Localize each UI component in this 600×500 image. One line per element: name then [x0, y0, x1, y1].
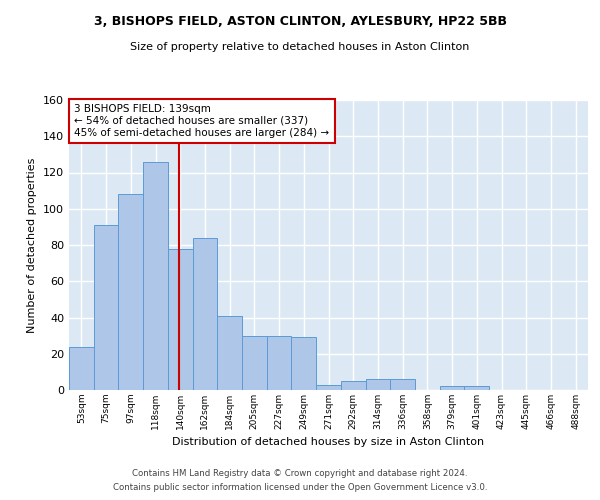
Text: Contains public sector information licensed under the Open Government Licence v3: Contains public sector information licen…: [113, 484, 487, 492]
Bar: [193, 238, 217, 390]
Bar: [390, 379, 415, 390]
Bar: [316, 384, 341, 390]
Bar: [267, 336, 292, 390]
Bar: [464, 386, 489, 390]
Bar: [118, 194, 143, 390]
X-axis label: Distribution of detached houses by size in Aston Clinton: Distribution of detached houses by size …: [172, 438, 485, 448]
Bar: [341, 381, 365, 390]
Y-axis label: Number of detached properties: Number of detached properties: [28, 158, 37, 332]
Bar: [440, 386, 464, 390]
Bar: [217, 316, 242, 390]
Bar: [292, 338, 316, 390]
Text: Contains HM Land Registry data © Crown copyright and database right 2024.: Contains HM Land Registry data © Crown c…: [132, 468, 468, 477]
Bar: [94, 225, 118, 390]
Bar: [168, 248, 193, 390]
Text: Size of property relative to detached houses in Aston Clinton: Size of property relative to detached ho…: [130, 42, 470, 52]
Text: 3 BISHOPS FIELD: 139sqm
← 54% of detached houses are smaller (337)
45% of semi-d: 3 BISHOPS FIELD: 139sqm ← 54% of detache…: [74, 104, 329, 138]
Bar: [242, 336, 267, 390]
Bar: [143, 162, 168, 390]
Text: 3, BISHOPS FIELD, ASTON CLINTON, AYLESBURY, HP22 5BB: 3, BISHOPS FIELD, ASTON CLINTON, AYLESBU…: [94, 15, 506, 28]
Bar: [365, 379, 390, 390]
Bar: [69, 346, 94, 390]
